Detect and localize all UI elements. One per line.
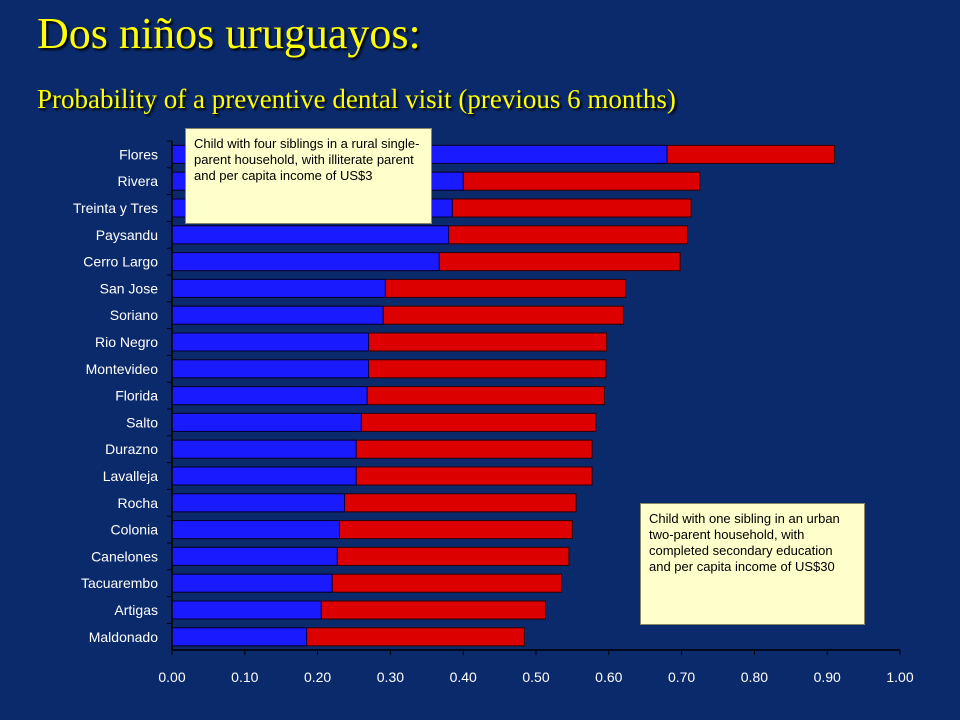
page-subtitle: Probability of a preventive dental visit… <box>37 84 676 114</box>
bar-blue-artigas <box>171 600 322 620</box>
bar-blue-paysandu <box>171 225 450 245</box>
bar-blue-rocha <box>171 493 346 513</box>
category-label-durazno: Durazno <box>105 441 158 457</box>
callout-advantaged-child: Child with one sibling in an urban two-p… <box>640 503 865 625</box>
x-tick-label: 0.50 <box>522 669 549 685</box>
category-label-florida: Florida <box>115 388 158 404</box>
category-label-montevideo: Montevideo <box>86 361 159 377</box>
category-label-artigas: Artigas <box>114 602 158 618</box>
category-label-colonia: Colonia <box>111 522 159 538</box>
bar-blue-cerro-largo <box>171 252 440 272</box>
category-label-canelones: Canelones <box>91 548 158 564</box>
x-tick-label: 0.90 <box>814 669 841 685</box>
category-label-salto: Salto <box>126 414 158 430</box>
category-label-tacuarembo: Tacuarembo <box>81 575 158 591</box>
category-label-paysandu: Paysandu <box>96 227 158 243</box>
category-label-treinta-y-tres: Treinta y Tres <box>73 200 158 216</box>
category-label-maldonado: Maldonado <box>89 629 158 645</box>
x-tick-label: 0.60 <box>595 669 622 685</box>
callout-disadvantaged-child: Child with four siblings in a rural sing… <box>185 128 432 224</box>
bar-blue-florida <box>171 386 368 406</box>
x-tick-label: 0.80 <box>741 669 768 685</box>
bar-blue-tacuarembo <box>171 573 333 593</box>
x-tick-label: 0.70 <box>668 669 695 685</box>
bar-blue-rio-negro <box>171 332 370 352</box>
category-label-lavalleja: Lavalleja <box>103 468 158 484</box>
bar-blue-soriano <box>171 305 384 325</box>
category-label-san-jose: San Jose <box>100 280 159 296</box>
bar-blue-salto <box>171 412 362 432</box>
bar-blue-canelones <box>171 546 338 566</box>
bar-blue-montevideo <box>171 359 370 379</box>
category-label-rio-negro: Rio Negro <box>95 334 158 350</box>
bar-blue-lavalleja <box>171 466 357 486</box>
category-label-flores: Flores <box>119 146 158 162</box>
x-tick-label: 1.00 <box>886 669 913 685</box>
bar-blue-maldonado <box>171 627 308 647</box>
bar-blue-san-jose <box>171 278 386 298</box>
category-label-cerro-largo: Cerro Largo <box>83 254 158 270</box>
bar-blue-durazno <box>171 439 357 459</box>
page-title: Dos niños uruguayos: <box>37 9 421 58</box>
category-label-rivera: Rivera <box>118 173 159 189</box>
category-label-soriano: Soriano <box>110 307 158 323</box>
x-tick-label: 0.20 <box>304 669 331 685</box>
category-label-rocha: Rocha <box>118 495 159 511</box>
x-tick-label: 0.40 <box>450 669 477 685</box>
bar-blue-colonia <box>171 520 340 540</box>
x-tick-label: 0.30 <box>377 669 404 685</box>
x-tick-label: 0.10 <box>231 669 258 685</box>
x-tick-label: 0.00 <box>158 669 185 685</box>
